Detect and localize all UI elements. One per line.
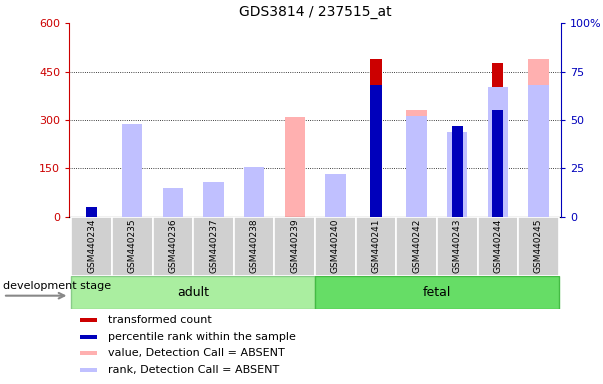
Bar bbox=[528, 59, 549, 217]
Bar bbox=[406, 110, 427, 217]
Text: GSM440240: GSM440240 bbox=[331, 219, 340, 273]
Text: GSM440245: GSM440245 bbox=[534, 219, 543, 273]
Text: GSM440239: GSM440239 bbox=[290, 219, 299, 273]
Bar bbox=[71, 276, 315, 309]
Text: GSM440244: GSM440244 bbox=[493, 219, 502, 273]
Bar bbox=[452, 126, 463, 217]
Text: transformed count: transformed count bbox=[108, 315, 212, 325]
Bar bbox=[370, 59, 382, 217]
Bar bbox=[274, 217, 315, 276]
Bar bbox=[203, 182, 224, 217]
Text: percentile rank within the sample: percentile rank within the sample bbox=[108, 332, 296, 342]
Bar bbox=[122, 139, 142, 217]
Text: GSM440241: GSM440241 bbox=[371, 219, 380, 273]
Bar bbox=[518, 217, 559, 276]
Title: GDS3814 / 237515_at: GDS3814 / 237515_at bbox=[239, 5, 391, 19]
Bar bbox=[86, 207, 97, 217]
Bar bbox=[163, 198, 183, 217]
Bar bbox=[71, 217, 112, 276]
Bar bbox=[80, 335, 98, 339]
Bar bbox=[244, 191, 264, 217]
Bar bbox=[193, 217, 234, 276]
Bar bbox=[488, 87, 508, 217]
Bar bbox=[122, 124, 142, 217]
Bar bbox=[234, 217, 274, 276]
Text: GSM440235: GSM440235 bbox=[128, 219, 137, 273]
Bar bbox=[315, 276, 559, 309]
Bar bbox=[406, 116, 427, 217]
Bar bbox=[396, 217, 437, 276]
Bar bbox=[492, 63, 504, 217]
Bar bbox=[112, 217, 153, 276]
Bar bbox=[528, 85, 549, 217]
Text: GSM440238: GSM440238 bbox=[250, 219, 259, 273]
Text: GSM440242: GSM440242 bbox=[412, 219, 421, 273]
Bar bbox=[315, 217, 356, 276]
Bar bbox=[80, 318, 98, 323]
Bar bbox=[80, 351, 98, 355]
Text: GSM440237: GSM440237 bbox=[209, 219, 218, 273]
Text: fetal: fetal bbox=[423, 286, 451, 299]
Bar bbox=[163, 188, 183, 217]
Text: GSM440243: GSM440243 bbox=[453, 219, 462, 273]
Bar bbox=[492, 110, 504, 217]
Bar bbox=[325, 174, 346, 217]
Text: GSM440236: GSM440236 bbox=[168, 219, 177, 273]
Bar bbox=[203, 196, 224, 217]
Text: development stage: development stage bbox=[3, 281, 111, 291]
Bar bbox=[370, 85, 382, 217]
Bar bbox=[153, 217, 193, 276]
Bar bbox=[325, 185, 346, 217]
Text: adult: adult bbox=[177, 286, 209, 299]
Text: value, Detection Call = ABSENT: value, Detection Call = ABSENT bbox=[108, 348, 285, 358]
Text: rank, Detection Call = ABSENT: rank, Detection Call = ABSENT bbox=[108, 365, 279, 375]
Bar bbox=[356, 217, 396, 276]
Bar bbox=[285, 117, 305, 217]
Text: GSM440234: GSM440234 bbox=[87, 219, 96, 273]
Bar bbox=[447, 132, 467, 217]
Bar bbox=[478, 217, 518, 276]
Bar bbox=[437, 217, 478, 276]
Bar bbox=[452, 151, 463, 217]
Bar bbox=[244, 167, 264, 217]
Bar bbox=[80, 368, 98, 372]
